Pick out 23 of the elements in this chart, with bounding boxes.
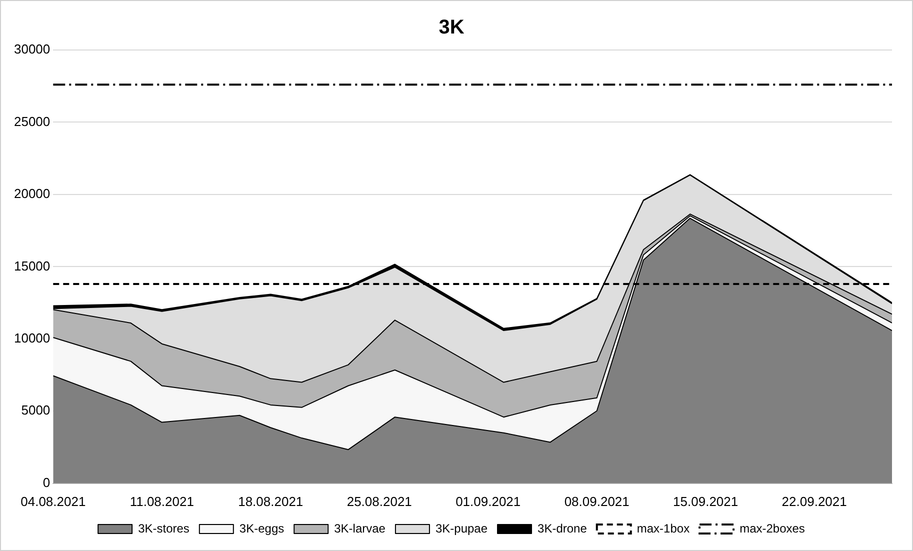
legend-label: 3K-pupae (435, 521, 488, 536)
x-tick-label: 04.08.2021 (20, 494, 86, 509)
chart-title: 3K (438, 16, 465, 39)
y-tick-label: 0 (42, 474, 50, 490)
y-tick-label: 5000 (21, 402, 50, 418)
x-tick-label: 08.09.2021 (564, 494, 630, 509)
legend-label: 3K-larvae (334, 521, 386, 536)
legend-label: 3K-drone (538, 521, 588, 536)
legend-label: max-2boxes (740, 521, 805, 536)
legend-label: max-1box (636, 521, 690, 536)
y-tick-label: 10000 (14, 330, 50, 346)
x-tick-label: 25.08.2021 (346, 494, 412, 509)
y-tick-label: 25000 (14, 114, 50, 129)
x-tick-label: 11.08.2021 (130, 494, 194, 509)
x-tick-label: 18.08.2021 (238, 494, 304, 509)
x-tick-label: 22.09.2021 (782, 494, 847, 509)
legend-label: 3K-stores (138, 521, 190, 536)
y-tick-label: 30000 (14, 42, 50, 57)
x-tick-label: 15.09.2021 (673, 494, 738, 509)
y-tick-label: 15000 (14, 258, 50, 274)
y-tick-label: 20000 (14, 186, 50, 202)
x-tick-label: 01.09.2021 (456, 494, 521, 509)
legend-label: 3K-eggs (239, 521, 284, 536)
